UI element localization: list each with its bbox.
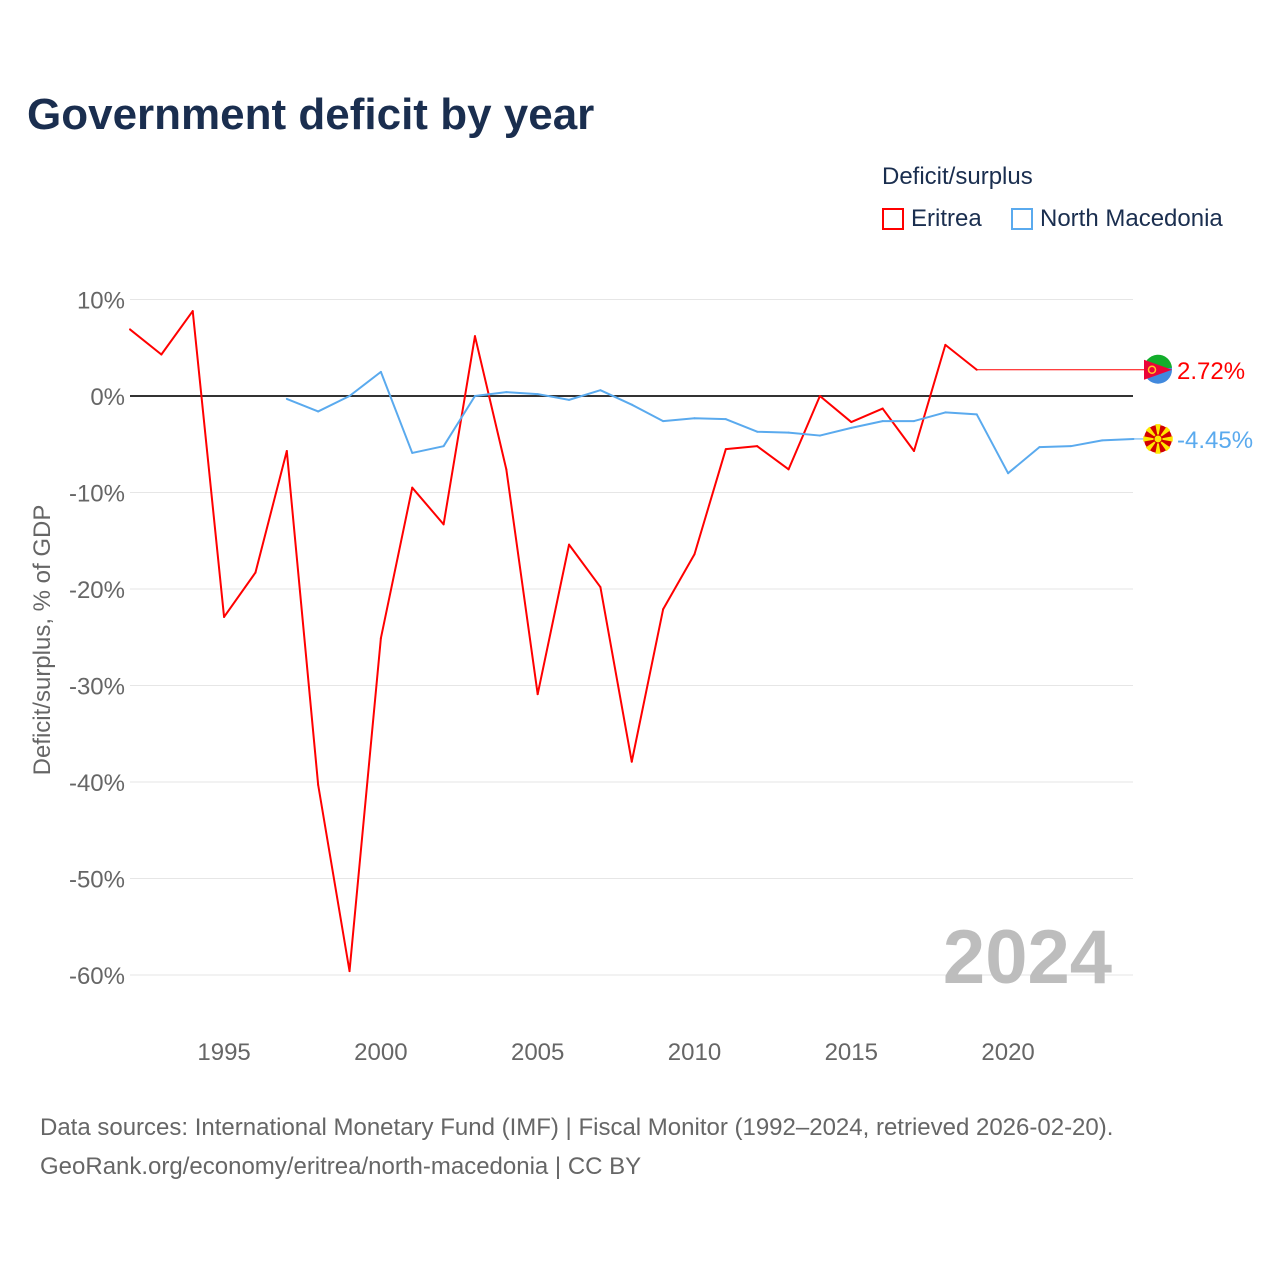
data-point bbox=[160, 353, 163, 356]
source-line-1: Data sources: International Monetary Fun… bbox=[40, 1114, 1114, 1141]
legend-swatch bbox=[1011, 208, 1033, 230]
data-point bbox=[693, 417, 696, 420]
data-point bbox=[599, 586, 602, 589]
data-point bbox=[348, 395, 351, 397]
data-point bbox=[1101, 439, 1104, 442]
flag-ray bbox=[1155, 438, 1161, 454]
year-watermark: 2024 bbox=[943, 915, 1112, 1000]
data-point bbox=[818, 434, 821, 437]
data-point bbox=[536, 693, 539, 696]
x-tick-label: 2015 bbox=[825, 1039, 878, 1066]
data-point bbox=[317, 410, 320, 413]
data-point bbox=[881, 420, 884, 423]
data-point bbox=[505, 391, 508, 394]
end-value-label: -4.45% bbox=[1177, 427, 1253, 454]
data-point bbox=[944, 343, 947, 346]
data-point bbox=[662, 608, 665, 611]
data-point bbox=[473, 395, 476, 397]
data-point bbox=[317, 783, 320, 786]
y-tick-label: -20% bbox=[69, 577, 125, 604]
legend-label: Eritrea bbox=[911, 205, 982, 232]
data-point bbox=[536, 393, 539, 396]
data-point bbox=[693, 553, 696, 556]
data-point bbox=[850, 426, 853, 429]
x-tick-label: 2010 bbox=[668, 1039, 721, 1066]
data-point bbox=[568, 398, 571, 401]
legend-title: Deficit/surplus bbox=[882, 163, 1033, 190]
legend-swatch bbox=[882, 208, 904, 230]
series-line-north-macedonia bbox=[286, 370, 1134, 475]
legend-item-north-macedonia[interactable]: North Macedonia bbox=[1011, 205, 1223, 233]
data-point bbox=[129, 328, 131, 331]
end-value-label: 2.72% bbox=[1177, 358, 1245, 385]
y-tick-label: -60% bbox=[69, 963, 125, 990]
x-tick-label: 1995 bbox=[197, 1039, 250, 1066]
legend-label: North Macedonia bbox=[1040, 205, 1223, 232]
x-tick-label: 2005 bbox=[511, 1039, 564, 1066]
data-point bbox=[1069, 445, 1072, 448]
data-point bbox=[473, 335, 476, 338]
y-tick-label: 10% bbox=[77, 288, 125, 315]
flag-sun bbox=[1153, 434, 1163, 444]
data-point bbox=[191, 310, 194, 313]
source-note: Data sources: International Monetary Fun… bbox=[40, 1108, 1113, 1186]
data-point bbox=[850, 421, 853, 424]
data-point bbox=[411, 451, 414, 454]
data-point bbox=[254, 571, 257, 574]
data-point bbox=[944, 411, 947, 414]
data-point bbox=[505, 468, 508, 471]
x-tick-label: 2020 bbox=[981, 1039, 1034, 1066]
y-tick-label: -30% bbox=[69, 674, 125, 701]
flag-ray bbox=[1158, 436, 1173, 442]
data-point bbox=[285, 397, 288, 400]
data-point bbox=[630, 403, 633, 406]
data-point bbox=[724, 418, 727, 421]
data-point bbox=[724, 448, 727, 451]
legend-item-eritrea[interactable]: Eritrea bbox=[882, 205, 982, 233]
data-point bbox=[756, 430, 759, 433]
data-point bbox=[787, 431, 790, 434]
flag-eritrea-triangle bbox=[1144, 359, 1172, 380]
data-point bbox=[568, 543, 571, 546]
x-tick-label: 2000 bbox=[354, 1039, 407, 1066]
data-point bbox=[442, 523, 445, 526]
data-point bbox=[223, 615, 226, 618]
data-point bbox=[1007, 472, 1010, 475]
y-tick-label: -10% bbox=[69, 481, 125, 508]
data-point bbox=[913, 450, 915, 453]
data-point bbox=[881, 407, 884, 410]
data-point bbox=[818, 395, 821, 397]
data-point bbox=[411, 486, 414, 489]
flag-ray bbox=[1143, 436, 1158, 442]
data-point bbox=[285, 450, 288, 453]
chart-title: Government deficit by year bbox=[27, 90, 595, 139]
data-point bbox=[599, 389, 602, 392]
data-point bbox=[630, 760, 633, 763]
data-point bbox=[662, 420, 665, 423]
data-point bbox=[348, 970, 351, 973]
source-line-2: GeoRank.org/economy/eritrea/north-macedo… bbox=[40, 1153, 642, 1180]
flag-eritrea-emblem bbox=[1147, 365, 1157, 375]
data-point bbox=[787, 468, 790, 471]
data-point bbox=[379, 637, 382, 640]
data-point bbox=[1038, 446, 1041, 449]
data-point bbox=[756, 445, 759, 448]
y-tick-label: 0% bbox=[90, 384, 125, 411]
data-point bbox=[975, 413, 978, 416]
data-point bbox=[379, 370, 382, 373]
y-tick-label: -40% bbox=[69, 770, 125, 797]
flag-ray bbox=[1155, 424, 1161, 439]
data-point bbox=[913, 420, 915, 423]
y-axis-label: Deficit/surplus, % of GDP bbox=[29, 505, 56, 776]
y-tick-label: -50% bbox=[69, 867, 125, 894]
series-line-eritrea bbox=[129, 310, 978, 973]
data-point bbox=[442, 445, 445, 448]
